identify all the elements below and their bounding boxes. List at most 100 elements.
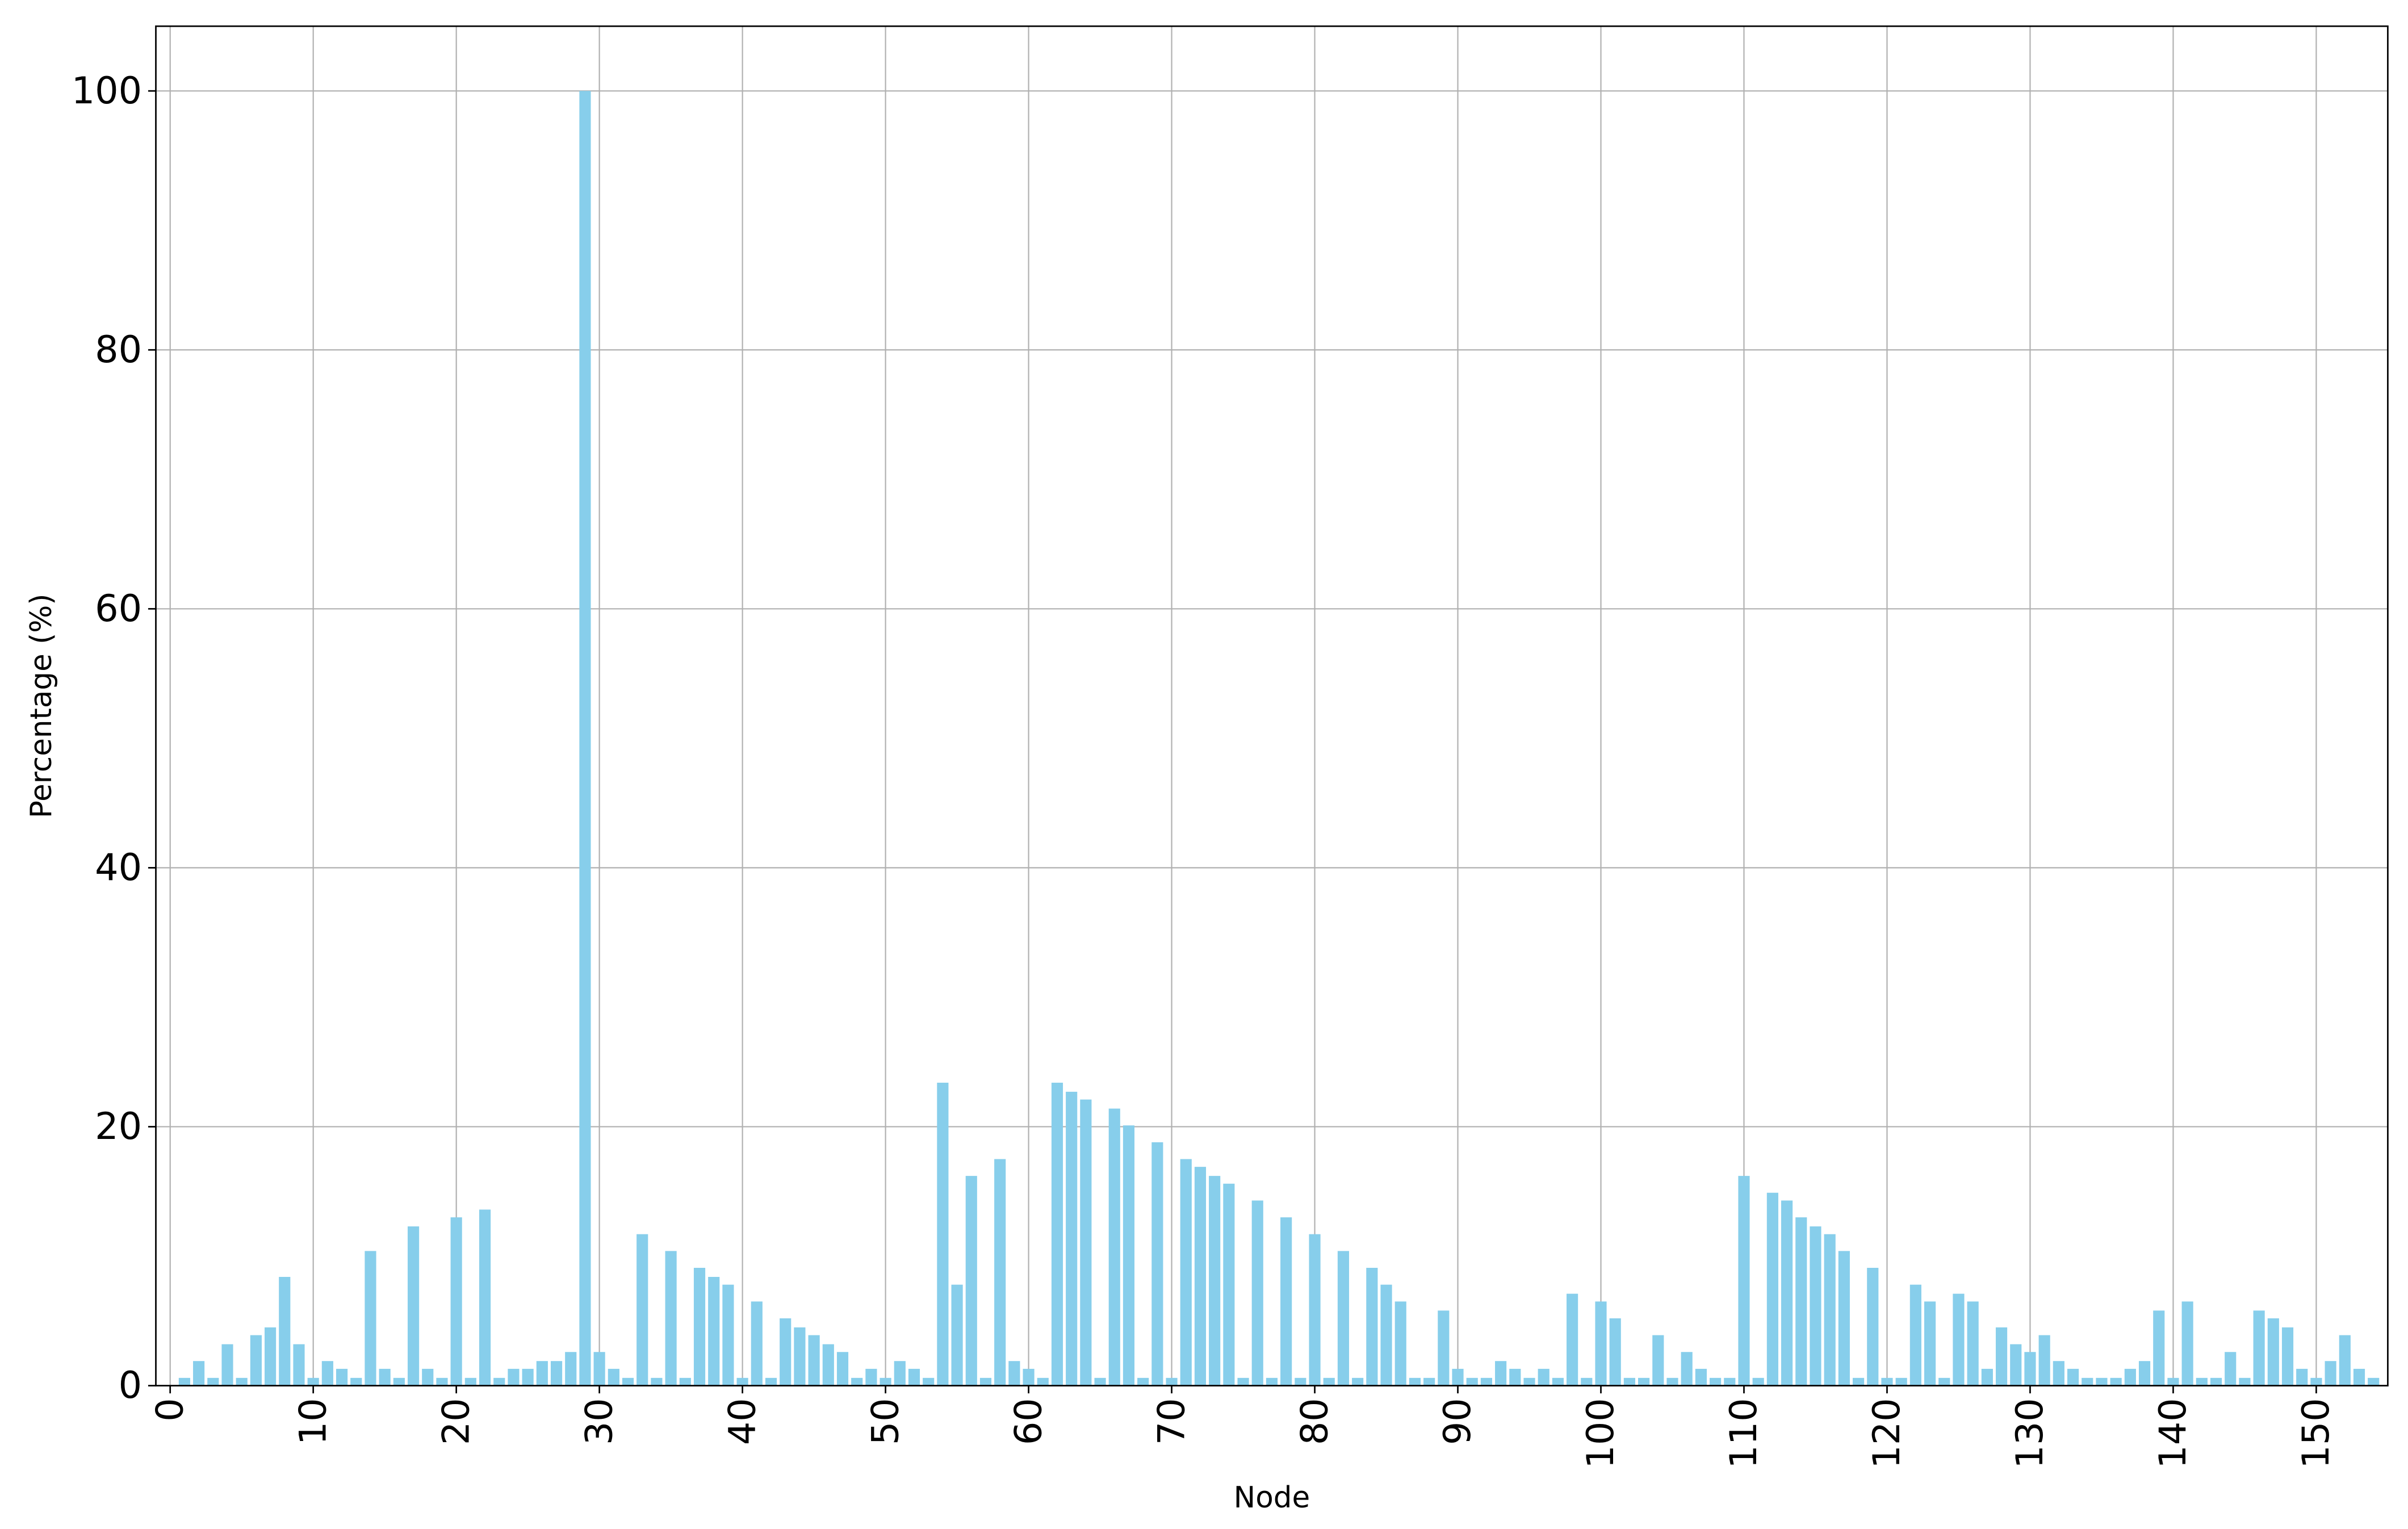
bar bbox=[593, 1352, 605, 1386]
bar bbox=[436, 1377, 448, 1386]
bar bbox=[1981, 1368, 1993, 1386]
bar bbox=[2325, 1361, 2336, 1386]
bar bbox=[1995, 1327, 2008, 1386]
bar bbox=[1810, 1226, 1821, 1386]
bar bbox=[365, 1251, 376, 1386]
bar bbox=[321, 1361, 333, 1386]
bar bbox=[1781, 1200, 1793, 1386]
bar bbox=[1366, 1268, 1378, 1386]
x-tick-label: 100 bbox=[1580, 1398, 1622, 1468]
bar bbox=[1752, 1377, 1764, 1386]
bar bbox=[1423, 1377, 1435, 1386]
bar bbox=[250, 1335, 262, 1386]
x-tick-label: 0 bbox=[149, 1398, 191, 1421]
bar bbox=[994, 1159, 1006, 1386]
bar bbox=[2024, 1352, 2036, 1386]
x-tick-label: 90 bbox=[1437, 1398, 1479, 1445]
bar bbox=[1924, 1301, 1936, 1386]
bar bbox=[722, 1284, 734, 1386]
bar bbox=[880, 1377, 891, 1386]
bar bbox=[579, 91, 591, 1386]
bar bbox=[1337, 1251, 1350, 1386]
bar bbox=[1852, 1377, 1865, 1386]
bar bbox=[1838, 1251, 1850, 1386]
bar bbox=[1452, 1368, 1464, 1386]
bar bbox=[1953, 1293, 1965, 1386]
bar bbox=[1051, 1082, 1063, 1386]
y-axis-label: Percentage (%) bbox=[24, 593, 58, 818]
y-tick-label: 40 bbox=[95, 847, 142, 889]
bar bbox=[2281, 1327, 2294, 1386]
bar bbox=[1867, 1268, 1879, 1386]
bar bbox=[693, 1268, 706, 1386]
bar bbox=[636, 1234, 648, 1386]
x-tick-label: 130 bbox=[2009, 1398, 2051, 1468]
bar bbox=[450, 1217, 462, 1386]
bar bbox=[2253, 1310, 2265, 1386]
bar bbox=[951, 1284, 963, 1386]
bar bbox=[808, 1335, 820, 1386]
bar bbox=[550, 1361, 563, 1386]
bar bbox=[1380, 1284, 1392, 1386]
x-tick-label: 10 bbox=[292, 1398, 334, 1445]
bar bbox=[2110, 1377, 2122, 1386]
bar bbox=[2067, 1368, 2079, 1386]
bar bbox=[651, 1377, 663, 1386]
bar bbox=[923, 1377, 935, 1386]
bar bbox=[1094, 1377, 1106, 1386]
x-tick-label: 80 bbox=[1293, 1398, 1336, 1445]
bar bbox=[264, 1327, 277, 1386]
bar bbox=[1237, 1377, 1249, 1386]
y-tick-label: 60 bbox=[95, 588, 142, 630]
bar bbox=[1151, 1142, 1163, 1386]
bar bbox=[822, 1344, 834, 1386]
bar bbox=[608, 1368, 619, 1386]
bar bbox=[307, 1377, 319, 1386]
bar bbox=[1666, 1377, 1678, 1386]
bar bbox=[565, 1352, 577, 1386]
bar bbox=[1495, 1361, 1507, 1386]
bar bbox=[1738, 1176, 1750, 1386]
x-tick-label: 40 bbox=[721, 1398, 764, 1445]
bar bbox=[1023, 1368, 1035, 1386]
bar bbox=[1137, 1377, 1149, 1386]
bar bbox=[393, 1377, 405, 1386]
bar bbox=[708, 1276, 720, 1386]
bar bbox=[464, 1377, 476, 1386]
bar bbox=[1080, 1099, 1092, 1386]
bar bbox=[1538, 1368, 1550, 1386]
bar bbox=[1108, 1108, 1120, 1386]
bar bbox=[1394, 1301, 1406, 1386]
bar bbox=[1266, 1377, 1278, 1386]
bar bbox=[865, 1368, 877, 1386]
bar bbox=[1567, 1293, 1578, 1386]
bar bbox=[622, 1377, 634, 1386]
bar bbox=[1681, 1352, 1693, 1386]
x-tick-label: 50 bbox=[864, 1398, 907, 1445]
bar bbox=[1595, 1301, 1607, 1386]
x-tick-label: 20 bbox=[435, 1398, 478, 1445]
plot-frame bbox=[155, 25, 2389, 1386]
bar bbox=[2153, 1310, 2165, 1386]
bar bbox=[508, 1368, 520, 1386]
bar bbox=[965, 1176, 977, 1386]
bar bbox=[2096, 1377, 2108, 1386]
bar bbox=[1881, 1377, 1893, 1386]
bar bbox=[1066, 1091, 1078, 1386]
bar bbox=[193, 1361, 205, 1386]
bar bbox=[1037, 1377, 1049, 1386]
bar bbox=[1438, 1310, 1450, 1386]
bar bbox=[836, 1352, 849, 1386]
y-tick-label: 20 bbox=[95, 1105, 142, 1148]
bar bbox=[1824, 1234, 1836, 1386]
bar bbox=[1938, 1377, 1950, 1386]
bar bbox=[1008, 1361, 1020, 1386]
bar bbox=[493, 1377, 505, 1386]
bar bbox=[350, 1377, 362, 1386]
x-tick-label: 140 bbox=[2152, 1398, 2195, 1468]
bar bbox=[1581, 1377, 1593, 1386]
bar bbox=[2225, 1352, 2237, 1386]
x-tick-label: 30 bbox=[578, 1398, 621, 1445]
bar bbox=[2138, 1361, 2151, 1386]
